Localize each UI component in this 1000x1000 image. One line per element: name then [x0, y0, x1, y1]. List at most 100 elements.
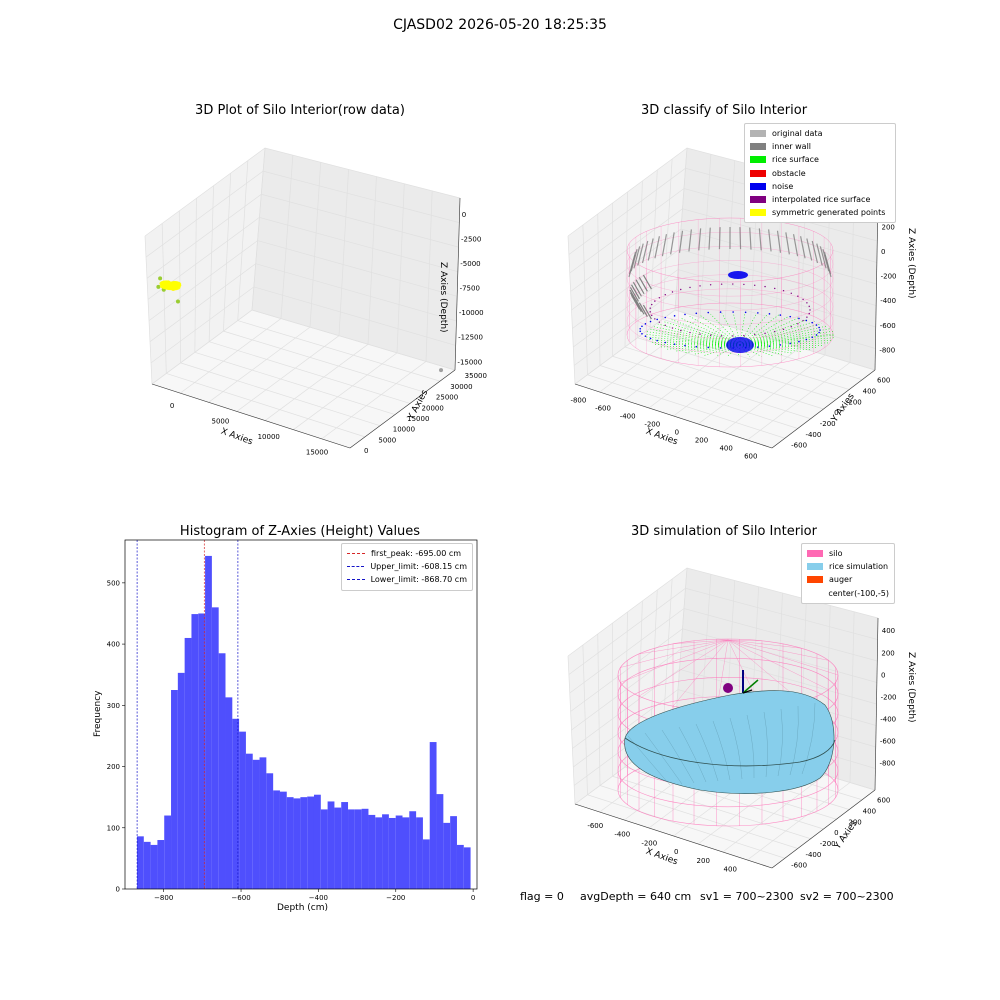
inner-wall-stroke [661, 234, 668, 257]
noise-point [768, 345, 771, 347]
histogram-bar [402, 817, 410, 889]
noise-point [744, 311, 747, 314]
inner-wall-stroke [629, 292, 639, 307]
histogram-bar [259, 757, 267, 889]
y-tick-label: 400 [863, 807, 876, 815]
rice-mesh-line [678, 726, 707, 783]
rice-surface-ray [657, 323, 741, 346]
noise-point [811, 321, 814, 324]
noise-point [732, 311, 734, 313]
grid-line [251, 147, 266, 311]
rice-mesh-line [729, 717, 743, 780]
grid-line [338, 169, 349, 336]
z-tick-label: -10000 [459, 309, 484, 317]
legend-item: center(-100,-5) [807, 587, 889, 600]
interp-point [806, 316, 808, 318]
noise-point [644, 335, 647, 337]
inner-wall-stroke [647, 238, 654, 261]
z-tick-label: -7500 [460, 285, 480, 293]
y-axis-line [771, 789, 876, 869]
inner-wall-stroke [739, 227, 742, 250]
z-tick-label: 0 [881, 248, 885, 256]
silo-roof-line [672, 639, 729, 645]
rice-surface-ray [739, 323, 822, 346]
legend-label: noise [772, 181, 794, 191]
panel3-histogram: −800 −600 −400 −200 0 0 100 200 300 400 500 [107, 539, 478, 902]
rice-mesh-line [777, 708, 783, 777]
legend-swatch [807, 550, 823, 558]
silo-roof-line [620, 639, 729, 668]
x-tick-label: 15000 [306, 449, 328, 457]
x-axis-line [574, 383, 773, 449]
y-tick-label: 400 [863, 387, 876, 395]
legend-swatch [807, 576, 823, 584]
inner-wall-stroke [816, 243, 823, 266]
y-axis-line [349, 369, 456, 449]
data-point [158, 276, 163, 281]
legend-label: first_peak: -695.00 cm [371, 549, 462, 558]
interp-point [699, 285, 701, 287]
z-tick-label: -400 [880, 297, 896, 305]
inner-wall-stroke [638, 302, 648, 317]
noise-cluster [728, 271, 748, 279]
x-axis-line [574, 803, 773, 869]
histogram-bar [395, 815, 403, 889]
grid-line [649, 169, 658, 329]
x-tick-label: -600 [587, 822, 603, 830]
legend-label: auger [829, 575, 853, 585]
y-tick-label: 30000 [450, 383, 472, 391]
inner-wall-stroke [768, 229, 772, 252]
noise-point [649, 337, 652, 340]
rice-surface-ray [739, 344, 751, 358]
rice-surface-ray [647, 339, 741, 346]
histogram-bar [286, 797, 294, 889]
y-axis-line [771, 369, 876, 449]
grid-line [161, 223, 167, 374]
auger-x-arrow [742, 689, 753, 694]
rice-surface-ray [675, 344, 741, 352]
legend-label: symmetric generated points [772, 208, 886, 218]
noise-point [732, 347, 734, 349]
auger-y-arrow [742, 679, 759, 694]
interp-point [808, 305, 810, 308]
x-tick-label: -400 [620, 412, 636, 420]
legend-line-sample [347, 579, 365, 581]
avg-depth-text: avgDepth = 640 cm [580, 890, 692, 903]
histogram-bar [266, 773, 274, 889]
noise-point [798, 317, 800, 320]
grid-line [396, 183, 405, 353]
grid-line [697, 347, 801, 425]
interp-point [774, 330, 776, 333]
y-tick-label: 200 [848, 818, 861, 826]
grid-line [237, 160, 249, 321]
histogram-bar [300, 797, 308, 889]
rice-surface-ray [645, 336, 741, 346]
noise-point [707, 311, 710, 314]
interp-point [689, 331, 691, 334]
legend-item: rice surface [750, 153, 890, 166]
legend-item: original data [750, 127, 890, 140]
plot-frame [124, 539, 478, 890]
histogram-bar [245, 753, 253, 889]
inner-wall-stroke [642, 274, 652, 290]
silo-roof-line [727, 639, 829, 690]
z-tick-label: -5000 [460, 260, 480, 268]
noise-point [719, 311, 722, 313]
inner-wall-stroke [824, 254, 832, 278]
noise-point [815, 334, 818, 336]
panel3-title: Histogram of Z-Axies (Height) Values [179, 524, 421, 539]
legend-item: interpolated rice surface [750, 193, 890, 206]
rice-mesh-line [763, 711, 768, 778]
legend-item: obstacle [750, 167, 890, 180]
legend-swatch [750, 130, 766, 138]
grid-line [321, 361, 427, 440]
histogram-bar [205, 555, 212, 889]
z-tick-label: -800 [879, 346, 895, 354]
z-tick-label: -12500 [458, 334, 483, 342]
legend-item: silo [807, 547, 889, 560]
interp-point [709, 284, 712, 286]
y-tick-label: 0 [116, 886, 120, 894]
silo-roof-line [727, 639, 762, 642]
histogram-bar [164, 815, 172, 889]
noise-point [805, 319, 808, 322]
